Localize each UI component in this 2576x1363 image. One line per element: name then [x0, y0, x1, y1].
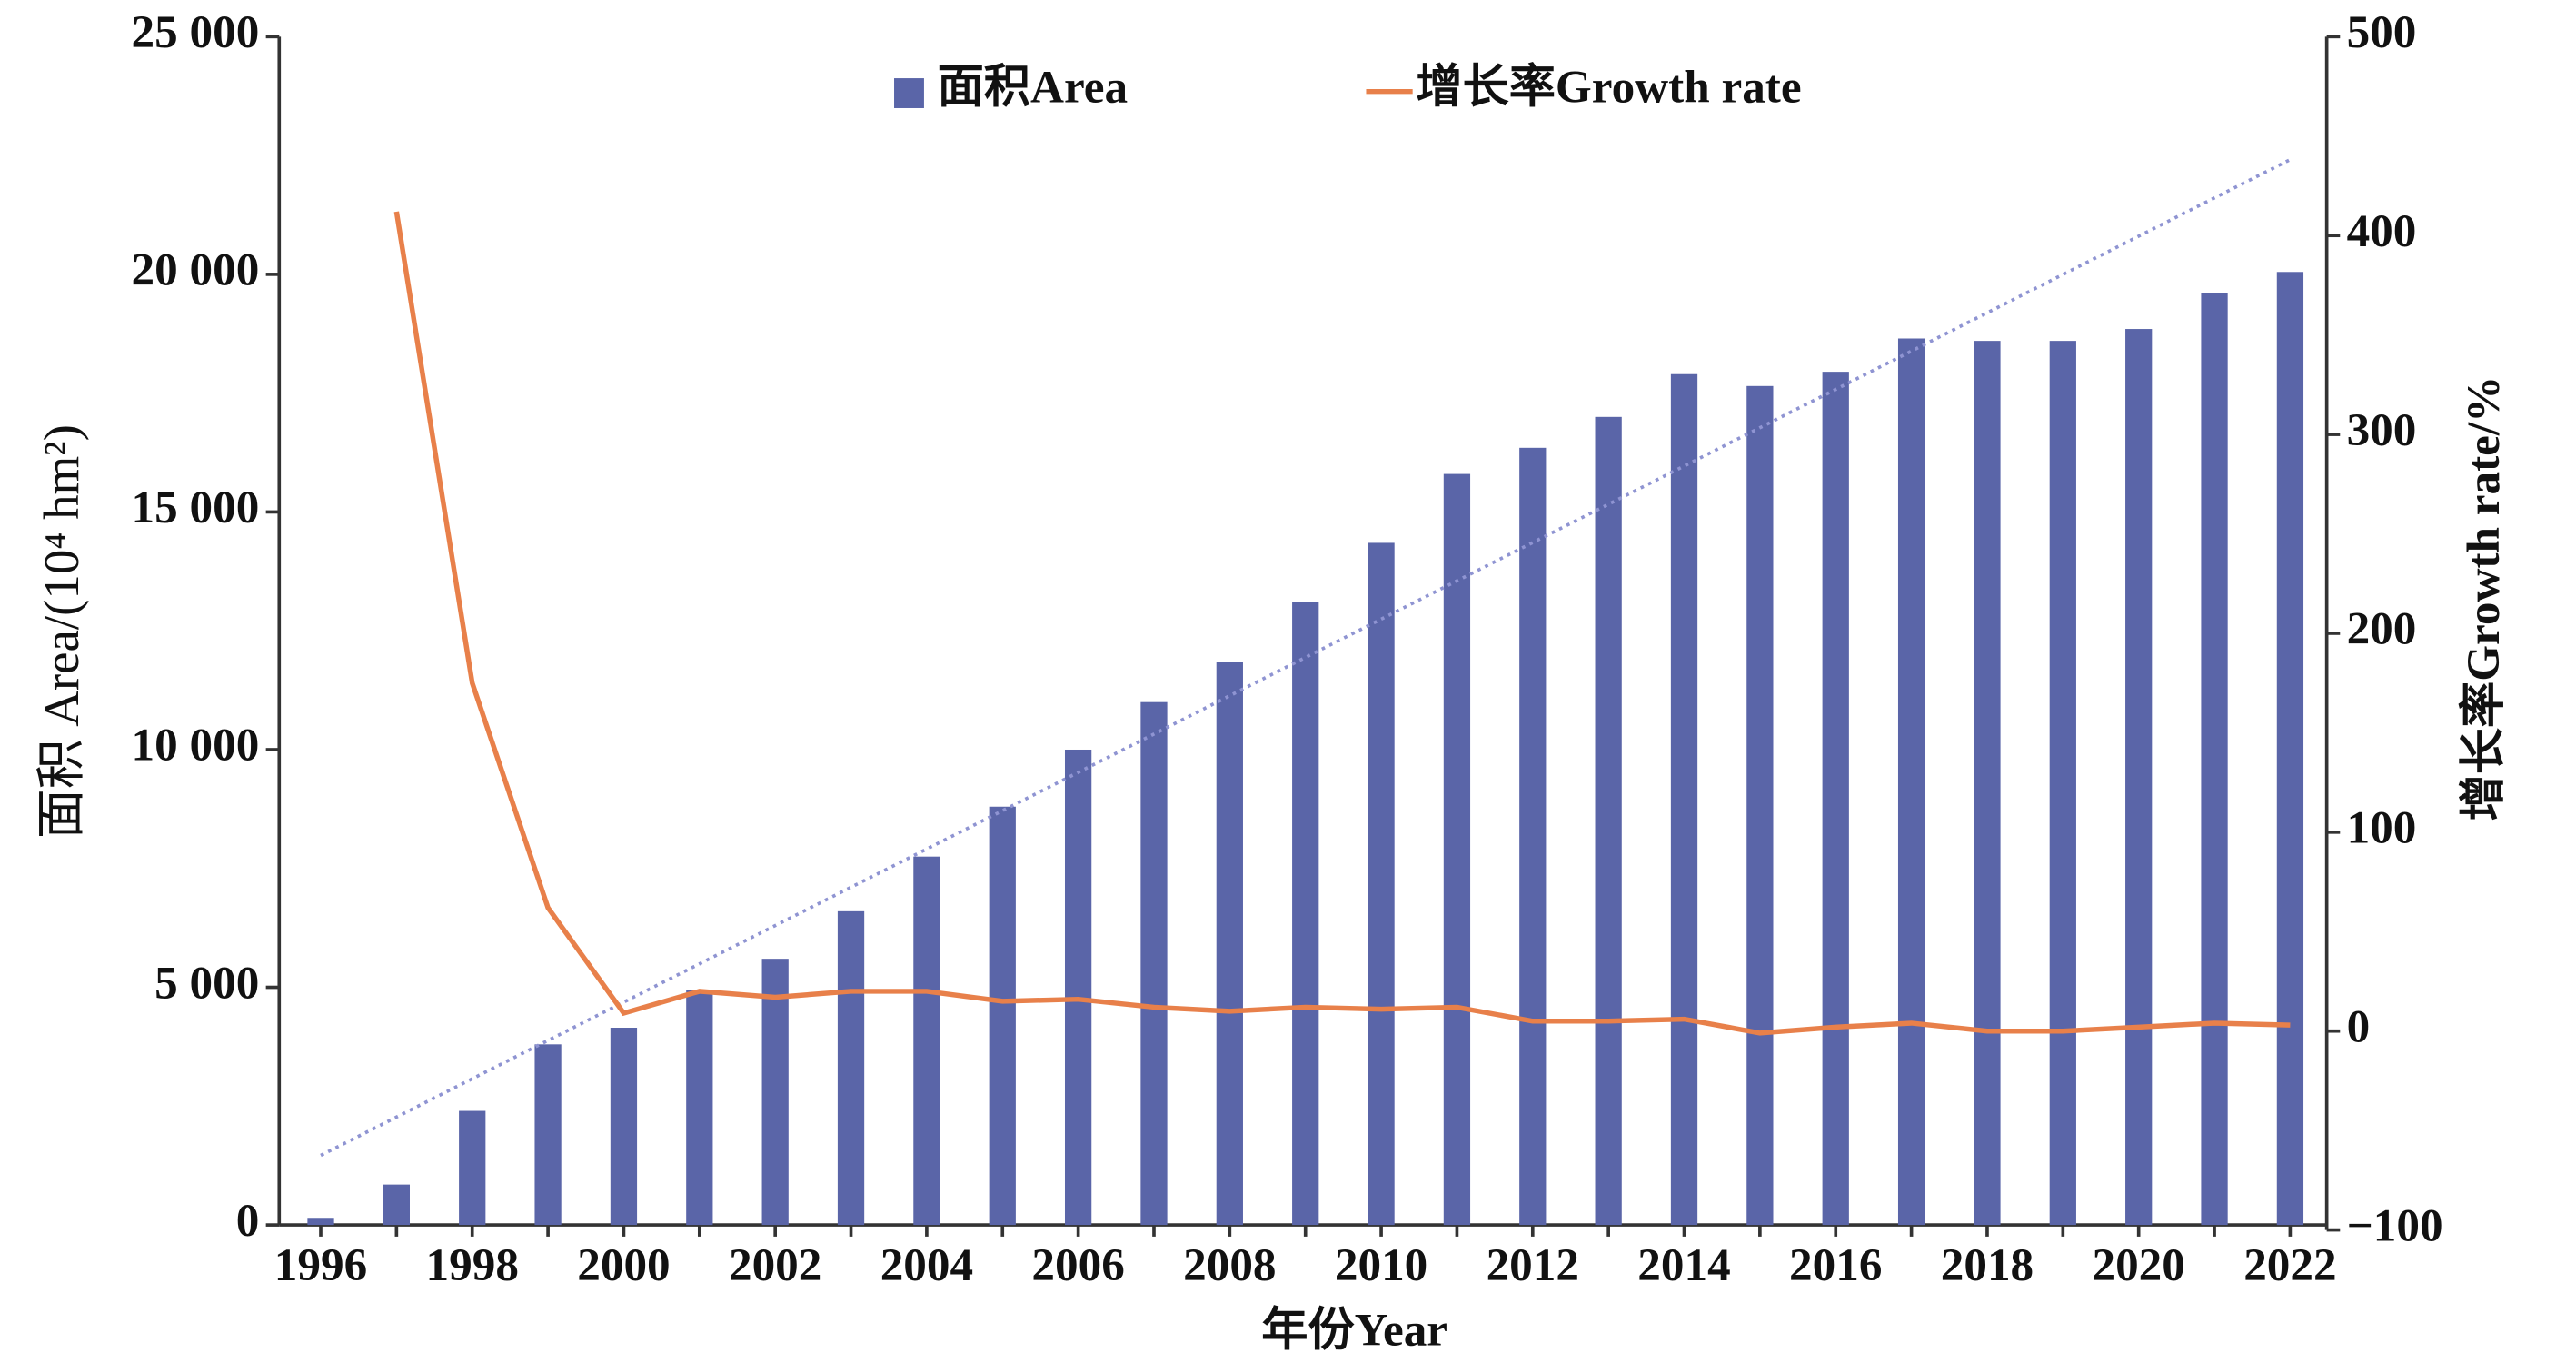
bar	[1974, 341, 2001, 1226]
y-axis-label: 面积 Area/(10⁴ hm²)	[34, 424, 89, 839]
bar	[1140, 701, 1168, 1226]
y-tick-label: 0	[236, 1195, 260, 1247]
x-tick-label: 2018	[1941, 1239, 2034, 1291]
bar	[1897, 338, 1925, 1226]
bar	[1746, 385, 1774, 1226]
bar	[307, 1218, 334, 1226]
x-tick-label: 2016	[1789, 1239, 1882, 1291]
legend-label: 面积Area	[938, 61, 1129, 113]
bar	[610, 1028, 638, 1226]
x-tick-label: 2022	[2243, 1239, 2336, 1291]
y2-tick-label: 500	[2347, 6, 2417, 58]
x-axis-label: 年份Year	[1261, 1305, 1447, 1357]
x-tick-label: 2006	[1031, 1239, 1124, 1291]
bar	[1064, 749, 1092, 1226]
bar	[1443, 473, 1471, 1226]
bar	[989, 806, 1016, 1226]
bar	[1822, 372, 1849, 1226]
y-tick-label: 10 000	[132, 720, 260, 771]
bar	[1595, 416, 1622, 1226]
x-tick-label: 2008	[1183, 1239, 1276, 1291]
y-tick-label: 25 000	[132, 6, 260, 58]
x-tick-label: 2014	[1637, 1239, 1730, 1291]
trendline	[320, 158, 2292, 1158]
y-tick-label: 20 000	[132, 244, 260, 296]
legend-swatch	[894, 78, 924, 108]
x-tick-label: 2004	[880, 1239, 973, 1291]
y2-tick-label: 100	[2347, 802, 2417, 854]
bar	[2049, 341, 2076, 1226]
x-tick-label: 1996	[274, 1239, 367, 1291]
y2-tick-label: 400	[2347, 205, 2417, 257]
bar	[1216, 662, 1243, 1226]
bar	[2125, 329, 2153, 1226]
x-tick-label: 2002	[729, 1239, 821, 1291]
x-tick-label: 1998	[426, 1239, 519, 1291]
bar	[1368, 542, 1395, 1226]
legend-label: 增长率Growth rate	[1416, 61, 1801, 113]
x-tick-label: 2010	[1335, 1239, 1427, 1291]
bar	[686, 990, 713, 1226]
bar	[1519, 447, 1547, 1226]
bar	[2276, 272, 2304, 1226]
bar	[913, 856, 940, 1226]
line	[393, 211, 2291, 1036]
y-tick-label: 15 000	[132, 482, 260, 533]
y2-axis-label: 增长率Growth rate/%	[2458, 376, 2510, 821]
x-tick-label: 2012	[1487, 1239, 1579, 1291]
y2-tick-label: 300	[2347, 404, 2417, 456]
x-tick-label: 2000	[577, 1239, 670, 1291]
x-tick-label: 2020	[2092, 1239, 2184, 1291]
y2-tick-label: 0	[2347, 1000, 2371, 1052]
bar	[459, 1110, 486, 1226]
bar	[761, 959, 789, 1226]
bar	[1670, 373, 1698, 1226]
bar	[837, 910, 865, 1226]
bar	[534, 1044, 562, 1226]
bar	[383, 1184, 410, 1226]
bar	[1292, 602, 1319, 1226]
bar	[2201, 293, 2228, 1226]
y-tick-label: 5 000	[154, 957, 259, 1009]
y2-tick-label: −100	[2347, 1199, 2443, 1251]
y2-tick-label: 200	[2347, 603, 2417, 655]
